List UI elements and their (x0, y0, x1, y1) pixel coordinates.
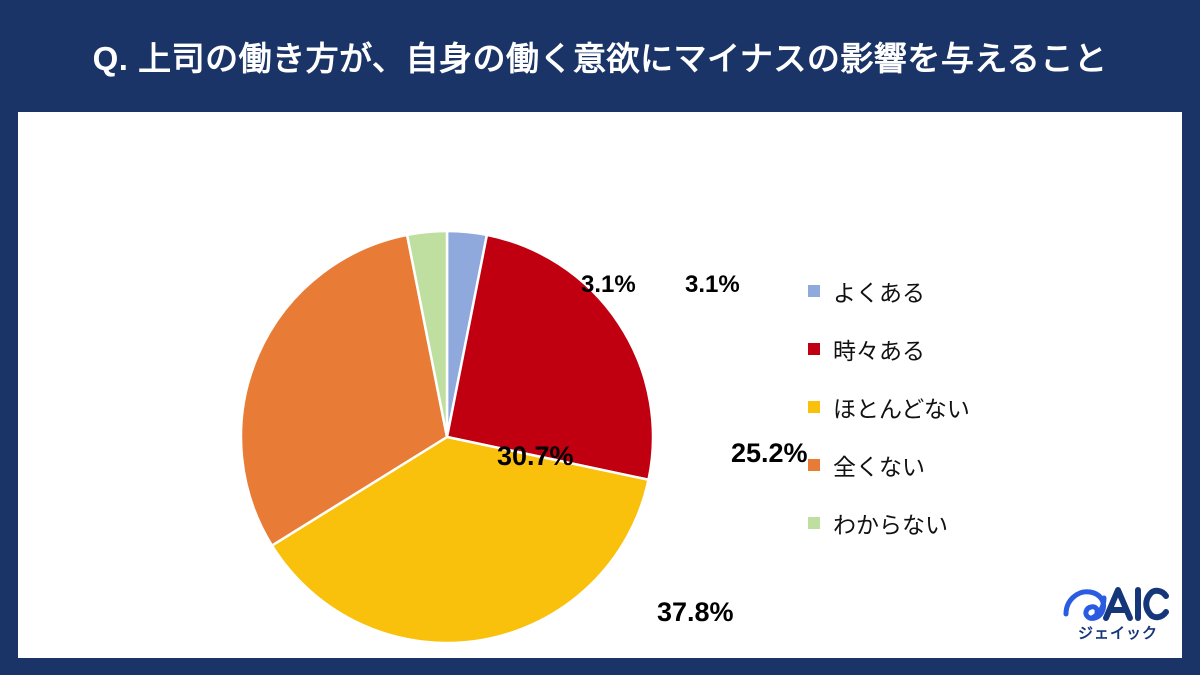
legend-item-label: わからない (833, 512, 948, 538)
pie-label-tokidokiaru: 25.2% (731, 438, 808, 468)
legend-item[interactable]: よくある (808, 262, 970, 320)
legend-item-label: よくある (833, 280, 925, 306)
legend-item[interactable]: わからない (808, 494, 970, 552)
pie-chart: 3.1% 25.2% 37.8% 30.7% 3.1% (237, 227, 808, 647)
legend-swatch-icon (808, 401, 820, 413)
legend-item-label: 全くない (833, 454, 925, 480)
legend-swatch-icon (808, 285, 820, 297)
pie-slice[interactable] (405, 229, 449, 438)
pie-slice[interactable] (445, 233, 655, 482)
pie-label-mattakunai: 30.7% (497, 441, 574, 471)
chart-legend: よくある時々あるほとんどない 全くないわからない (808, 262, 970, 552)
legend-item[interactable]: 全くない (808, 436, 970, 494)
pie-slice-group (239, 229, 655, 645)
legend-swatch-icon (808, 459, 820, 471)
chart-card: 3.1% 25.2% 37.8% 30.7% 3.1% よくある時々あるほとんど… (18, 112, 1182, 658)
legend-item[interactable]: ほとんどない (808, 378, 970, 436)
legend-item-label: 時々ある (833, 338, 925, 364)
legend-item[interactable]: 時々ある (808, 320, 970, 378)
pie-chart-svg (239, 229, 655, 645)
legend-swatch-icon (808, 343, 820, 355)
pie-label-yokuaru: 3.1% (685, 271, 740, 298)
title-bar: Q. 上司の働き方が、自身の働く意欲にマイナスの影響を与えること (0, 0, 1200, 112)
pie-label-hotondonai: 37.8% (657, 597, 734, 627)
pie-slice[interactable] (239, 233, 449, 548)
jaic-logo: ジェイック (1062, 584, 1174, 646)
page-title: Q. 上司の働き方が、自身の働く意欲にマイナスの影響を与えること (92, 40, 1108, 77)
legend-item-label: ほとんどない (833, 396, 970, 422)
jaic-logo-subtitle: ジェイック (1077, 625, 1158, 642)
jaic-logo-icon (1063, 587, 1169, 621)
legend-swatch-icon (808, 517, 820, 529)
pie-label-wakaranai: 3.1% (581, 271, 636, 298)
